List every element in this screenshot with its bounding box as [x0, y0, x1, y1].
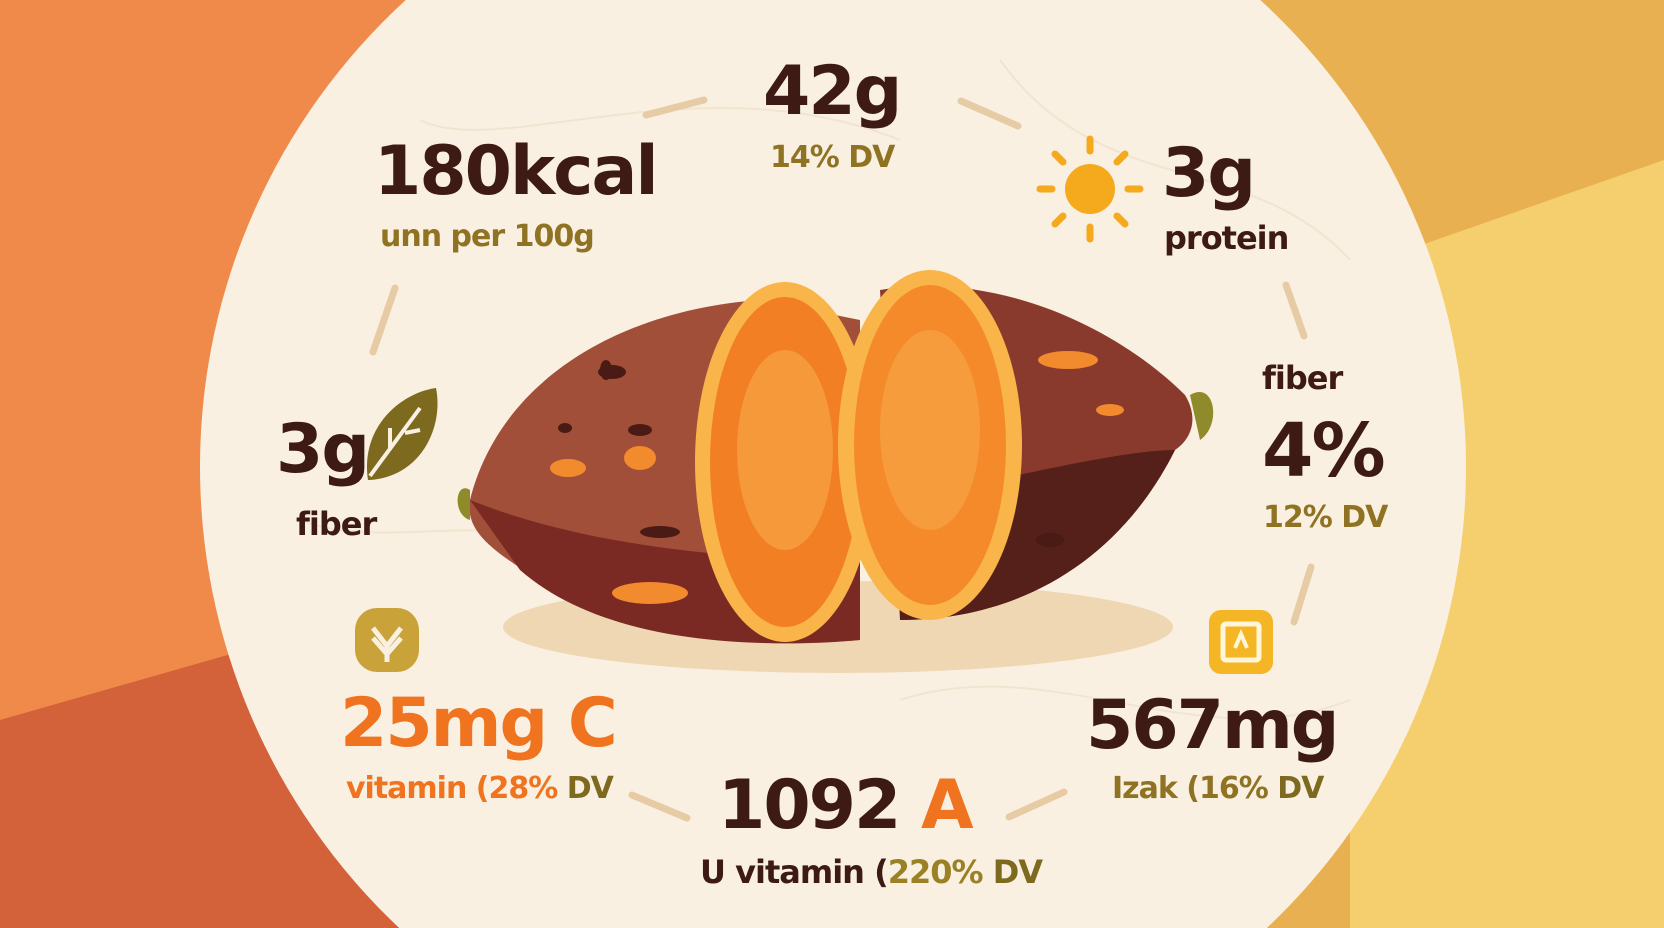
- vitamin-c-caption: vitamin (28% DV: [346, 771, 614, 806]
- calories-value: 180kcal: [374, 132, 659, 211]
- calories-caption: unn per 100g: [380, 219, 595, 254]
- potassium-value: 567mg: [1086, 686, 1339, 765]
- sun-icon: [1036, 135, 1144, 243]
- fiber-right-value: 4%: [1262, 408, 1386, 494]
- protein-value: 3g: [1162, 134, 1256, 213]
- vitamin-c-dv: DV: [557, 771, 614, 806]
- potassium-caption-text: Izak (16%: [1112, 771, 1269, 806]
- vitamin-a-letter: A: [920, 766, 974, 845]
- plant-badge-icon: [355, 608, 419, 672]
- vitamin-a-value: 1092 A: [718, 772, 974, 840]
- vitamin-c-caption-text: vitamin (28%: [346, 771, 558, 806]
- a-badge-icon: [1209, 610, 1273, 674]
- vitamin-a-caption-text: U vitamin (: [700, 853, 889, 891]
- carbs-value: 42g: [763, 52, 902, 131]
- vitamin-a-percent: 220%: [887, 853, 984, 891]
- fiber-left-caption: fiber: [296, 505, 377, 543]
- vitamin-c-value: 25mg C: [340, 684, 618, 763]
- ring-arcs: [369, 96, 1315, 822]
- potato-stem-right: [1190, 391, 1214, 440]
- carbs-dv: 14% DV: [770, 140, 895, 175]
- potassium-caption: Izak (16% DV: [1112, 771, 1324, 806]
- sweet-potato-illustration: [457, 270, 1214, 673]
- fiber-left-value: 3g: [276, 410, 370, 489]
- vitamin-a-number: 1092: [718, 766, 901, 845]
- potato-stem-left: [457, 488, 470, 520]
- leaf-icon: [366, 388, 438, 480]
- protein-caption: protein: [1164, 219, 1289, 257]
- fiber-right-label: fiber: [1262, 359, 1343, 397]
- potassium-dv: DV: [1267, 771, 1324, 806]
- fiber-right-dv: 12% DV: [1263, 500, 1388, 535]
- vitamin-a-dv: DV: [982, 853, 1043, 891]
- vitamin-a-caption: U vitamin (220% DV: [700, 853, 1043, 891]
